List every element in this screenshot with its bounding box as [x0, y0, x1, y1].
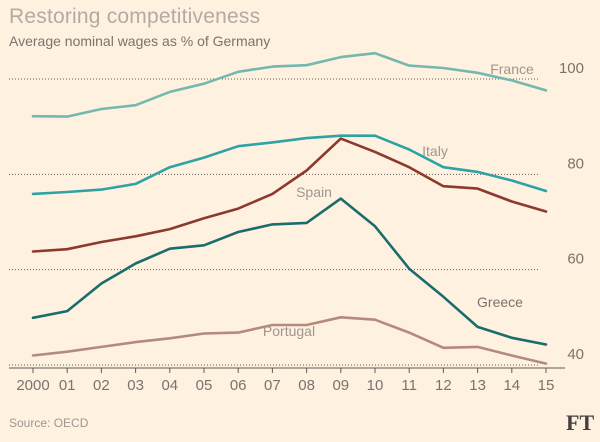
series-lines — [31, 51, 548, 365]
source-note: Source: OECD — [9, 416, 89, 430]
ft-logo: FT — [566, 410, 595, 435]
x-axis: 2000 01 02 03 04 05 06 07 08 09 10 11 12 13 14 15 — [9, 367, 565, 394]
y-tick-80: 80 — [567, 155, 584, 172]
x-tick-2001: 01 — [59, 377, 76, 394]
y-tick-100: 100 — [559, 60, 584, 77]
x-tick-2000: 2000 — [16, 377, 49, 394]
series-line-france — [31, 51, 548, 118]
series-label-italy: Italy — [422, 143, 448, 159]
series-label-france: France — [490, 61, 534, 77]
chart-title: Restoring competitiveness — [9, 5, 261, 28]
x-tick-2012: 12 — [435, 377, 452, 394]
x-tick-2002: 02 — [93, 377, 110, 394]
series-labels: France Italy Spain Greece Portugal — [263, 61, 534, 339]
x-tick-2013: 13 — [469, 377, 486, 394]
x-tick-2006: 06 — [230, 377, 247, 394]
y-tick-40: 40 — [567, 346, 584, 363]
series-line-portugal — [31, 315, 548, 365]
x-tick-2004: 04 — [161, 377, 178, 394]
y-tick-60: 60 — [567, 251, 584, 268]
series-line-greece — [31, 197, 548, 346]
x-tick-2014: 14 — [503, 377, 520, 394]
y-axis-ticks: 40 60 80 100 — [559, 60, 584, 363]
series-line-spain — [31, 137, 548, 253]
series-label-spain: Spain — [296, 184, 332, 200]
x-tick-2007: 07 — [264, 377, 281, 394]
chart-subtitle: Average nominal wages as % of Germany — [9, 33, 271, 49]
x-tick-2005: 05 — [196, 377, 213, 394]
series-label-portugal: Portugal — [263, 323, 315, 339]
x-tick-2003: 03 — [127, 377, 144, 394]
series-line-italy — [31, 134, 548, 196]
x-tick-2009: 09 — [332, 377, 349, 394]
x-tick-2011: 11 — [401, 377, 417, 394]
x-tick-2015: 15 — [538, 377, 555, 394]
x-tick-2010: 10 — [367, 377, 384, 394]
series-label-greece: Greece — [477, 294, 523, 310]
x-tick-2008: 08 — [298, 377, 315, 394]
